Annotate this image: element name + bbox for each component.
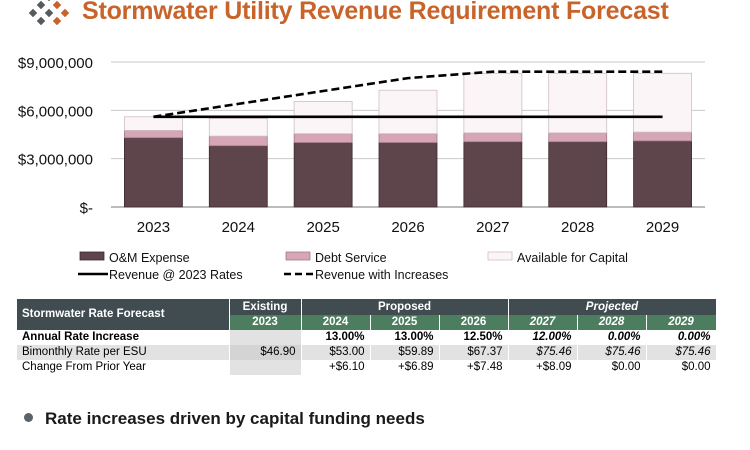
legend-label: O&M Expense bbox=[109, 251, 190, 265]
bar-debt-service bbox=[548, 132, 608, 143]
legend-label: Revenue @ 2023 Rates bbox=[109, 268, 243, 282]
row-label: Bimonthly Rate per ESU bbox=[17, 345, 230, 360]
table-year-header: 2023 2024 2025 2026 2027 2028 2029 bbox=[17, 315, 717, 330]
table-cell: +$6.89 bbox=[370, 360, 440, 375]
row-label: Change From Prior Year bbox=[17, 360, 230, 375]
table-cell: 0.00% bbox=[577, 330, 647, 345]
bullet-dot-icon bbox=[24, 413, 33, 423]
table-cell: 13.00% bbox=[370, 330, 440, 345]
bar-o-m-expense bbox=[208, 145, 268, 208]
table-cell: $46.90 bbox=[229, 345, 302, 360]
row-label: Annual Rate Increase bbox=[17, 330, 230, 345]
bar-o-m-expense bbox=[548, 141, 608, 208]
table-cell: +$6.10 bbox=[301, 360, 371, 375]
bar-debt-service bbox=[463, 132, 523, 143]
y-tick-label: $- bbox=[80, 200, 93, 217]
y-tick-label: $6,000,000 bbox=[18, 103, 93, 120]
x-tick-label: 2029 bbox=[646, 219, 679, 236]
legend-swatch bbox=[487, 251, 513, 261]
bar-o-m-expense bbox=[293, 142, 353, 208]
bar-available-for-capital bbox=[463, 72, 523, 134]
table-cell: +$7.48 bbox=[439, 360, 509, 375]
table-cell: $67.37 bbox=[439, 345, 509, 360]
y-tick-label: $9,000,000 bbox=[18, 55, 93, 72]
table-cell: $0.00 bbox=[646, 360, 717, 375]
bar-debt-service bbox=[208, 135, 268, 147]
group-existing: Existing bbox=[229, 299, 302, 315]
y-tick-label: $3,000,000 bbox=[18, 152, 93, 169]
bar-available-for-capital bbox=[548, 72, 608, 134]
legend-label: Revenue with Increases bbox=[315, 268, 448, 282]
x-tick-label: 2023 bbox=[137, 219, 170, 236]
bar-o-m-expense bbox=[463, 141, 523, 208]
table-cell: 12.00% bbox=[508, 330, 578, 345]
table-group-header: Stormwater Rate Forecast Existing Propos… bbox=[17, 299, 717, 330]
year-header: 2024 bbox=[301, 315, 371, 330]
table-label: Stormwater Rate Forecast bbox=[17, 299, 230, 330]
group-projected: Projected bbox=[508, 299, 717, 315]
table-cell bbox=[229, 360, 302, 375]
diamond-logo-icon bbox=[28, 0, 70, 26]
table-cell: $75.46 bbox=[577, 345, 647, 360]
table-cell: 0.00% bbox=[646, 330, 717, 345]
bullet-text: Rate increases driven by capital funding… bbox=[45, 409, 425, 428]
legend-swatch bbox=[285, 251, 311, 261]
table-cell: 13.00% bbox=[301, 330, 371, 345]
table-cell: +$8.09 bbox=[508, 360, 578, 375]
bar-available-for-capital bbox=[208, 117, 268, 137]
table-cell bbox=[229, 330, 302, 345]
year-header: 2027 bbox=[508, 315, 578, 330]
rate-forecast-table: Stormwater Rate Forecast Existing Propos… bbox=[17, 299, 717, 375]
bar-debt-service bbox=[633, 131, 692, 142]
bar-available-for-capital bbox=[378, 89, 438, 135]
x-tick-label: 2025 bbox=[306, 219, 339, 236]
table-cell: $0.00 bbox=[577, 360, 647, 375]
table-row: Bimonthly Rate per ESU $46.90 $53.00 $59… bbox=[17, 345, 717, 360]
legend-swatch bbox=[79, 251, 105, 261]
bar-o-m-expense bbox=[378, 142, 438, 208]
x-tick-label: 2027 bbox=[476, 219, 509, 236]
table-cell: $53.00 bbox=[301, 345, 371, 360]
table-cell: 12.50% bbox=[439, 330, 509, 345]
legend-label: Debt Service bbox=[315, 251, 387, 265]
year-header: 2023 bbox=[229, 315, 302, 330]
group-proposed: Proposed bbox=[301, 299, 509, 315]
x-tick-label: 2026 bbox=[391, 219, 424, 236]
year-header: 2029 bbox=[646, 315, 717, 330]
revenue-chart: $- $3,000,000 $6,000,000 $9,000,000 2023 2024… bbox=[18, 55, 705, 282]
bar-debt-service bbox=[378, 133, 438, 143]
bar-o-m-expense bbox=[633, 140, 692, 208]
year-header: 2025 bbox=[370, 315, 440, 330]
bullet-point: Rate increases driven by capital funding… bbox=[24, 409, 425, 429]
table-row: Change From Prior Year +$6.10 +$6.89 +$7… bbox=[17, 360, 717, 375]
bar-available-for-capital bbox=[633, 72, 692, 133]
bar-debt-service bbox=[293, 133, 353, 143]
bar-debt-service bbox=[124, 130, 183, 139]
line-revenue-with-increases bbox=[153, 70, 663, 119]
x-tick-label: 2028 bbox=[561, 219, 594, 236]
page-title: Stormwater Utility Revenue Requirement F… bbox=[82, 0, 669, 25]
legend-label: Available for Capital bbox=[517, 251, 628, 265]
table-cell: $75.46 bbox=[646, 345, 717, 360]
table-row: Annual Rate Increase 13.00% 13.00% 12.50… bbox=[17, 330, 717, 345]
table-cell: $75.46 bbox=[508, 345, 578, 360]
bar-available-for-capital bbox=[124, 116, 183, 131]
bar-o-m-expense bbox=[124, 137, 183, 208]
table-cell: $59.89 bbox=[370, 345, 440, 360]
year-header: 2028 bbox=[577, 315, 647, 330]
year-header: 2026 bbox=[439, 315, 509, 330]
x-tick-label: 2024 bbox=[222, 219, 255, 236]
